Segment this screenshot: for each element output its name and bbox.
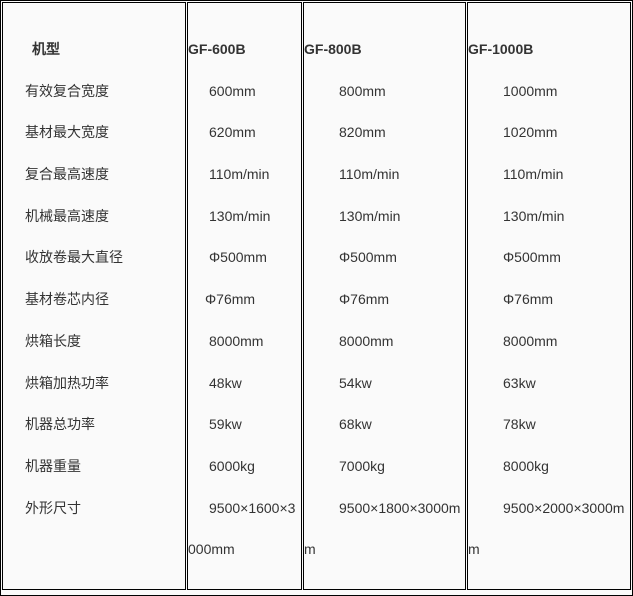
spec-value: 800mm	[339, 82, 386, 99]
row-label: 机械最高速度	[25, 207, 109, 224]
spec-value: 600mm	[209, 82, 256, 99]
spec-value: 1000mm	[503, 82, 558, 99]
row-label: 有效复合宽度	[25, 82, 109, 99]
row-label: 烘箱加热功率	[25, 374, 109, 391]
spec-value: 620mm	[209, 124, 256, 141]
spec-value: 110m/min	[339, 166, 400, 183]
spec-value: 48kw	[209, 374, 242, 391]
spec-value: 7000kg	[339, 457, 385, 474]
row-label: 烘箱长度	[25, 332, 81, 349]
model-column-gf-1000b: GF-1000B 1000mm 1020mm 110m/min 130m/min Φ50…	[467, 2, 631, 590]
spec-value: 63kw	[503, 374, 536, 391]
spec-value: 130m/min	[503, 207, 565, 224]
row-label: 复合最高速度	[25, 166, 109, 183]
spec-value: 59kw	[209, 416, 242, 433]
row-label: 外形尺寸	[25, 499, 81, 516]
spec-value: 6000kg	[209, 457, 255, 474]
spec-value: 68kw	[339, 416, 372, 433]
header-label: 机型	[32, 41, 60, 57]
spec-value: 54kw	[339, 374, 372, 391]
spec-value: Φ500mm	[209, 249, 267, 266]
label-column: 机型 有效复合宽度 基材最大宽度 复合最高速度 机械最高速度 收放卷最大直径 基材卷芯内径…	[2, 2, 186, 590]
model-name: GF-1000B	[468, 41, 534, 57]
model-column-gf-600b: GF-600B 600mm 620mm 110m/min 130m/min Φ500mm…	[187, 2, 302, 590]
model-name: GF-800B	[304, 41, 362, 57]
spec-value: 110m/min	[209, 166, 270, 183]
spec-value: Φ76mm	[205, 291, 256, 308]
spec-value: 9500×1800×3000mm	[304, 499, 461, 558]
spec-value: 8000mm	[209, 332, 264, 349]
spec-value: 130m/min	[209, 207, 271, 224]
spec-value: 1020mm	[503, 124, 558, 141]
row-label: 机器总功率	[25, 416, 95, 433]
row-label: 机器重量	[25, 457, 81, 474]
model-name: GF-600B	[188, 41, 246, 57]
spec-value: 8000mm	[339, 332, 394, 349]
spec-value: Φ76mm	[339, 291, 390, 308]
spec-value: 110m/min	[503, 166, 564, 183]
model-column-gf-800b: GF-800B 800mm 820mm 110m/min 130m/min Φ500mm…	[303, 2, 466, 590]
row-label: 收放卷最大直径	[25, 249, 123, 266]
spec-value: Φ500mm	[503, 249, 561, 266]
spec-value: Φ500mm	[339, 249, 397, 266]
spec-value: 9500×2000×3000mm	[468, 499, 625, 558]
spec-value: 8000kg	[503, 457, 549, 474]
spec-value: 9500×1600×3000mm	[188, 499, 296, 558]
row-label: 基材最大宽度	[25, 124, 109, 141]
spec-value: 130m/min	[339, 207, 401, 224]
spec-value: Φ76mm	[503, 291, 554, 308]
spec-value: 8000mm	[503, 332, 558, 349]
spec-value: 820mm	[339, 124, 386, 141]
spec-value: 78kw	[503, 416, 536, 433]
row-label: 基材卷芯内径	[25, 291, 109, 308]
